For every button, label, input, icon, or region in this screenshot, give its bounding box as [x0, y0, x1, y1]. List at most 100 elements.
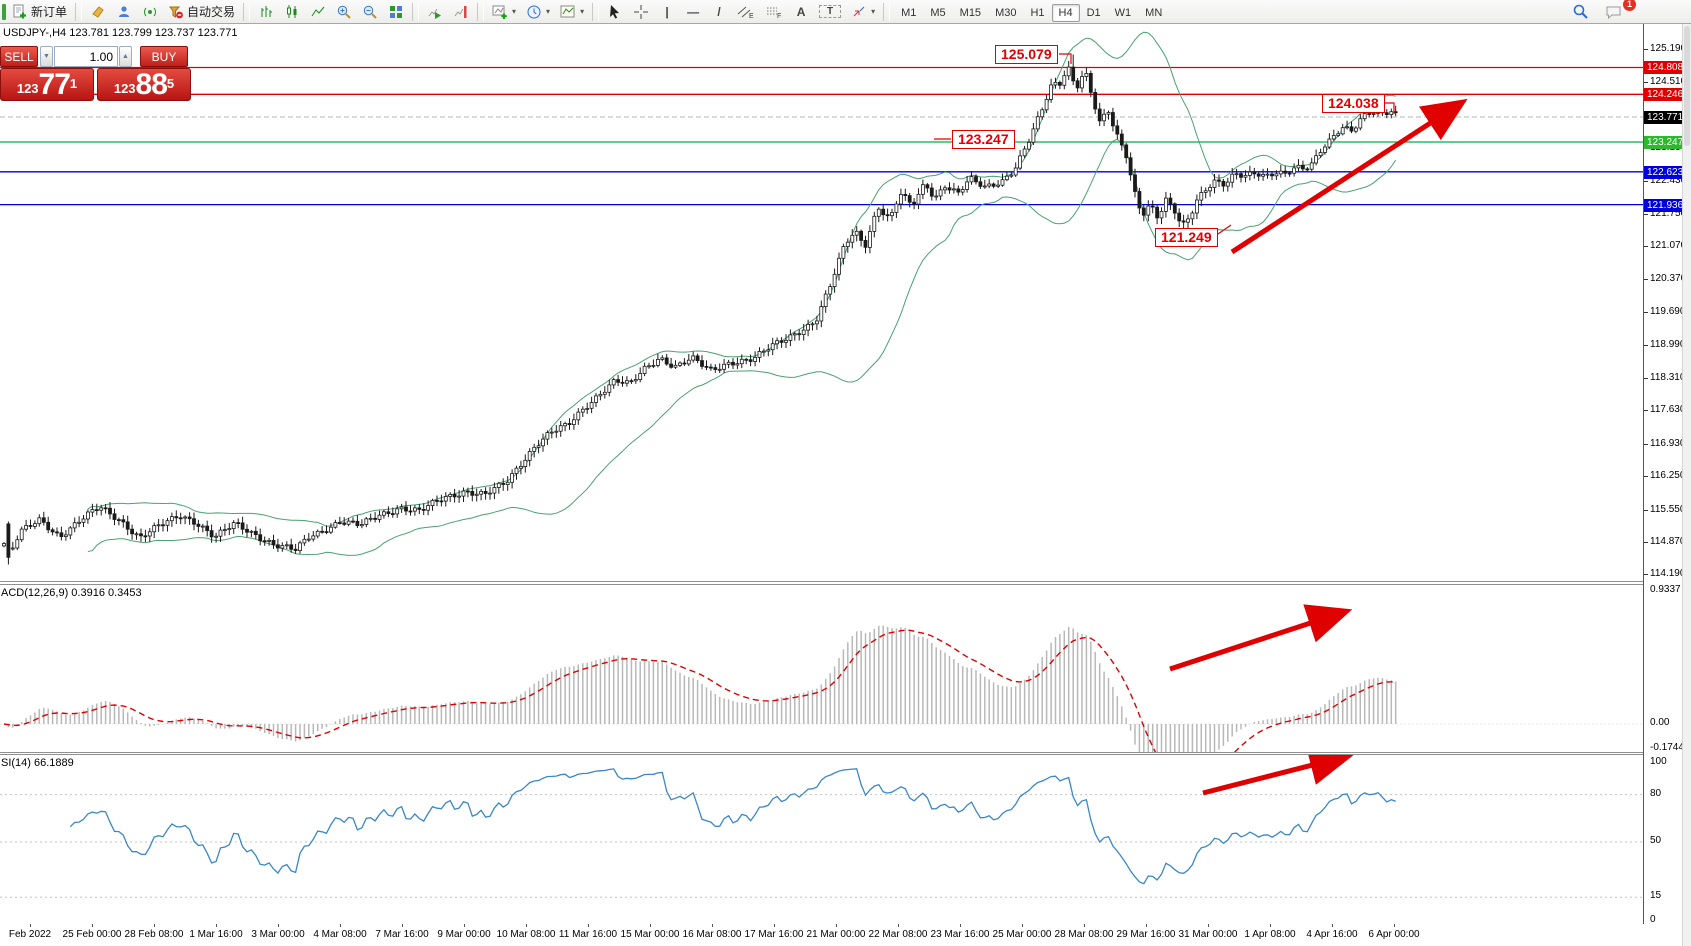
community-button[interactable] — [112, 2, 136, 22]
time-axis-label: 9 Mar 00:00 — [437, 929, 491, 940]
price-annotation[interactable]: 123.247 — [952, 130, 1015, 149]
time-axis-label: 6 Apr 00:00 — [1368, 929, 1420, 940]
chart-shift-icon — [453, 4, 469, 20]
new-chart-icon — [492, 4, 508, 20]
cursor-tool-button[interactable] — [603, 2, 627, 22]
vertical-line-icon: | — [665, 4, 669, 19]
channel-tool[interactable]: E — [733, 2, 759, 22]
tf-button-M30[interactable]: M30 — [995, 6, 1017, 19]
time-axis-tick — [1022, 924, 1023, 927]
volume-increase-button[interactable]: ▲ — [119, 46, 132, 67]
axis-price-label: 80 — [1650, 787, 1662, 799]
time-axis[interactable]: Feb 2022 25 Feb 00:00 28 Feb 08:00 1 Mar 16… — [0, 924, 1643, 946]
vertical-line-tool[interactable]: | — [655, 2, 679, 22]
zoom-in-button[interactable] — [332, 2, 356, 22]
time-axis-tick — [836, 924, 837, 927]
search-button[interactable] — [1568, 2, 1593, 22]
tf-button-H1[interactable]: H1 — [1030, 6, 1045, 19]
time-axis-tick — [1270, 924, 1271, 927]
price-annotation[interactable]: 125.079 — [995, 45, 1058, 64]
toolbar: 新订单 自动交易 ▾ ▾ ▾ | — / E F A T ▾ — [0, 0, 1691, 24]
chat-icon — [1605, 4, 1623, 20]
label-tool[interactable]: T — [815, 2, 845, 22]
line-chart-button[interactable] — [306, 2, 330, 22]
axis-tick — [1644, 279, 1648, 281]
new-order-icon — [12, 4, 28, 20]
axis-tick — [1644, 213, 1648, 215]
horizontal-line-tool[interactable]: — — [681, 2, 705, 22]
label-icon: T — [819, 5, 842, 18]
tf-button-M15[interactable]: M15 — [959, 6, 982, 19]
tf-button-M5[interactable]: M5 — [930, 6, 946, 19]
new-order-button[interactable]: 新订单 — [8, 2, 71, 22]
signals-button[interactable] — [138, 2, 162, 22]
tf-button-H4[interactable]: H4 — [1051, 3, 1080, 22]
vertical-scrollbar[interactable] — [1682, 24, 1691, 946]
chart-shift-button[interactable] — [449, 2, 473, 22]
tile-windows-button[interactable] — [384, 2, 408, 22]
sell-price-button[interactable]: 123 77 1 — [0, 68, 94, 101]
price-axis[interactable]: 125.190124.510123.130122.430121.750121.0… — [1643, 24, 1687, 925]
tf-button-D1[interactable]: D1 — [1086, 6, 1101, 19]
dropdown-caret: ▾ — [512, 7, 517, 16]
timeframe-group: M1 M5 M15 M30 H1 H4 D1 W1 MN — [894, 3, 1169, 22]
axis-price-label: 119.690 — [1650, 305, 1686, 317]
axis-tick — [1644, 49, 1648, 51]
tf-button-M1[interactable]: M1 — [901, 6, 917, 19]
price-annotation[interactable]: 121.249 — [1155, 228, 1218, 247]
shapes-tool[interactable]: ▾ — [847, 2, 879, 22]
time-axis-tick — [1146, 924, 1147, 927]
new-chart-button[interactable]: ▾ — [488, 2, 520, 22]
scrollbar-thumb[interactable] — [1684, 26, 1690, 146]
dropdown-caret: ▾ — [580, 7, 585, 16]
axis-price-label: 124.510 — [1650, 75, 1687, 87]
price-line-badge: 121.936 — [1644, 198, 1687, 212]
volume-input[interactable] — [54, 46, 118, 67]
chat-button[interactable]: 1 — [1601, 0, 1636, 22]
separator — [412, 2, 420, 21]
price-annotation[interactable]: 124.038 — [1322, 94, 1385, 113]
rsi-label: SI(14) 66.1889 — [1, 757, 74, 769]
volume-decrease-button[interactable]: ▼ — [40, 46, 53, 67]
auto-scroll-button[interactable] — [423, 2, 447, 22]
buy-button[interactable]: BUY — [140, 46, 188, 67]
templates-button[interactable]: ▾ — [556, 2, 588, 22]
separator — [477, 2, 485, 21]
crosshair-tool-button[interactable] — [629, 2, 653, 22]
tf-button-W1[interactable]: W1 — [1114, 6, 1132, 19]
price-chart-canvas[interactable] — [0, 24, 1643, 582]
macd-indicator-canvas[interactable]: ACD(12,26,9) 0.3916 0.3453 — [0, 584, 1643, 753]
tf-button-MN[interactable]: MN — [1145, 6, 1163, 19]
trendline-tool[interactable]: / — [707, 2, 731, 22]
time-axis-label: Feb 2022 — [8, 929, 52, 940]
axis-price-label: 121.750 — [1650, 207, 1687, 219]
axis-price-label: 117.630 — [1650, 404, 1686, 416]
sell-button[interactable]: SELL — [0, 46, 38, 67]
axis-tick — [1644, 181, 1648, 183]
macd-label: ACD(12,26,9) 0.3916 0.3453 — [1, 587, 142, 599]
axis-price-label: 114.870 — [1650, 536, 1686, 548]
market-watch-button[interactable] — [86, 2, 110, 22]
axis-price-label: 118.310 — [1650, 371, 1686, 383]
text-tool[interactable]: A — [789, 2, 813, 22]
clipped-icon — [2, 3, 6, 20]
time-axis-label: 28 Feb 08:00 — [124, 929, 184, 940]
periods-button[interactable]: ▾ — [522, 2, 554, 22]
rsi-indicator-canvas[interactable]: SI(14) 66.1889 — [0, 754, 1643, 926]
time-axis-tick — [774, 924, 775, 927]
time-axis-tick — [650, 924, 651, 927]
buy-price-sup: 5 — [166, 76, 175, 91]
time-axis-label: 15 Mar 00:00 — [620, 929, 680, 940]
fibonacci-tool[interactable]: F — [761, 2, 787, 22]
horizontal-line-icon: — — [687, 4, 700, 19]
zoom-out-button[interactable] — [358, 2, 382, 22]
axis-price-label: 118.990 — [1650, 339, 1686, 351]
bar-chart-button[interactable] — [254, 2, 278, 22]
autotrade-button[interactable]: 自动交易 — [164, 2, 239, 22]
buy-price-button[interactable]: 123 88 5 — [97, 68, 191, 101]
candlestick-button[interactable] — [280, 2, 304, 22]
price-line-badge: 124.808 — [1644, 61, 1687, 75]
axis-price-label: 116.250 — [1650, 470, 1686, 482]
axis-price-label: 50 — [1650, 835, 1662, 846]
zoom-in-icon — [336, 4, 352, 20]
